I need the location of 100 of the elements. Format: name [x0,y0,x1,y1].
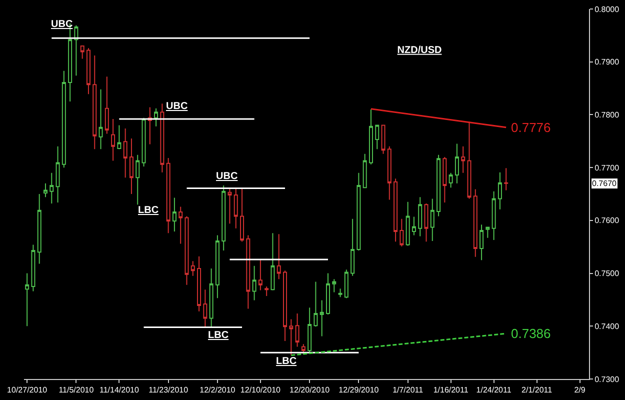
candlestick [246,234,250,310]
candlestick [184,216,189,286]
candlestick [190,260,195,276]
x-tick-label: 2/9 [574,386,586,395]
candlestick [344,269,348,299]
candlestick [375,124,380,150]
candlestick [448,172,453,188]
candlestick [31,244,36,292]
annotation: LBC [276,356,297,367]
candlestick [228,188,232,224]
candlestick [362,153,367,188]
x-tick-label: 12/2/2010 [200,386,236,395]
candlestick [178,206,183,244]
data-label: 0.7386 [511,326,551,341]
candlestick [258,260,262,291]
candlestick [289,318,294,356]
candlestick [320,300,324,337]
candlestick [209,268,214,328]
candlestick [25,272,30,327]
x-tick-label: 1/16/2011 [433,386,469,395]
candlestick [234,188,238,229]
text: NZD/USD [397,44,442,56]
candlestick [172,197,176,232]
candlestick [111,118,116,162]
candlestick [74,24,78,76]
candlestick [473,188,478,258]
candlestick [498,172,502,210]
annotation: LBC [138,205,159,216]
candlestick [430,198,434,242]
candlestick [418,196,422,237]
candlestick [486,226,490,238]
x-tick-label: 11/23/2010 [148,386,189,395]
candlestick [283,270,288,342]
x-tick-label: 12/10/2010 [240,386,282,395]
x-tick-label: 1/24/2011 [476,386,512,395]
candlestick [142,118,146,168]
candlestick [129,138,134,194]
candlestick [424,203,428,242]
x-tick-label: 12/20/2010 [290,386,330,395]
annotation: LBC [208,330,229,341]
candlestick [98,88,103,150]
candlestick [381,124,386,154]
y-tick-label: 0.7500 [594,269,620,278]
candlestick [203,289,208,328]
candlestick [154,108,158,127]
y-tick-label: 0.7600 [594,216,620,226]
y-tick-label: 0.7400 [594,322,620,331]
x-tick-label: 11/14/2010 [99,386,140,395]
candlestick [356,172,361,252]
y-tick-label: 0.7800 [594,110,620,120]
candlestick [92,55,97,150]
data-label: 0.7776 [511,120,551,135]
candlestick [222,185,226,252]
x-tick-label: 2/1/2011 [522,386,553,395]
candlestick [62,70,66,168]
candlestick [436,154,441,217]
annotation: UBC [51,19,73,30]
candlestick [387,146,392,200]
candlestick [301,344,306,355]
candlestick [492,190,496,240]
candlestick [43,182,48,198]
candlestick [295,312,300,348]
candlestick [104,76,109,134]
annotation: UBC [166,101,188,112]
candlestick [326,272,330,316]
candlestick [442,156,447,203]
y-tick-label: 0.7900 [594,58,620,67]
candlestick [80,46,84,60]
text: 0.7670 [592,179,618,188]
candlestick [37,194,42,264]
candlestick [50,172,54,204]
candlestick [240,187,244,242]
y-tick-label: 0.7300 [594,374,620,384]
candlestick [314,281,318,328]
candlestick [160,103,164,173]
candlestick [504,168,508,191]
candlestick [117,124,122,150]
candlestick [400,218,404,247]
candlestick [123,128,128,178]
y-tick-label: 0.7700 [594,163,620,172]
candlestick [467,121,472,200]
candlestick [332,278,336,293]
x-tick-label: 11/5/2010 [58,386,94,395]
candlestick [270,232,275,291]
annotation: UBC [216,171,238,182]
candlestick [197,256,202,312]
candlestick [454,143,459,184]
candlestick [350,218,355,276]
candlestick [412,216,416,236]
candlestick [308,307,312,354]
candlestick [136,154,140,206]
x-tick-label: 1/7/2011 [392,386,424,395]
y-tick-label: 0.8000 [594,4,620,14]
candlestick [338,288,342,298]
candlestick [166,158,170,234]
x-tick-label: 10/27/2010 [7,386,48,395]
candlestick [252,265,256,301]
x-tick-label: 12/29/2010 [338,386,380,395]
candlestick [56,146,60,203]
candlestick [461,146,466,174]
